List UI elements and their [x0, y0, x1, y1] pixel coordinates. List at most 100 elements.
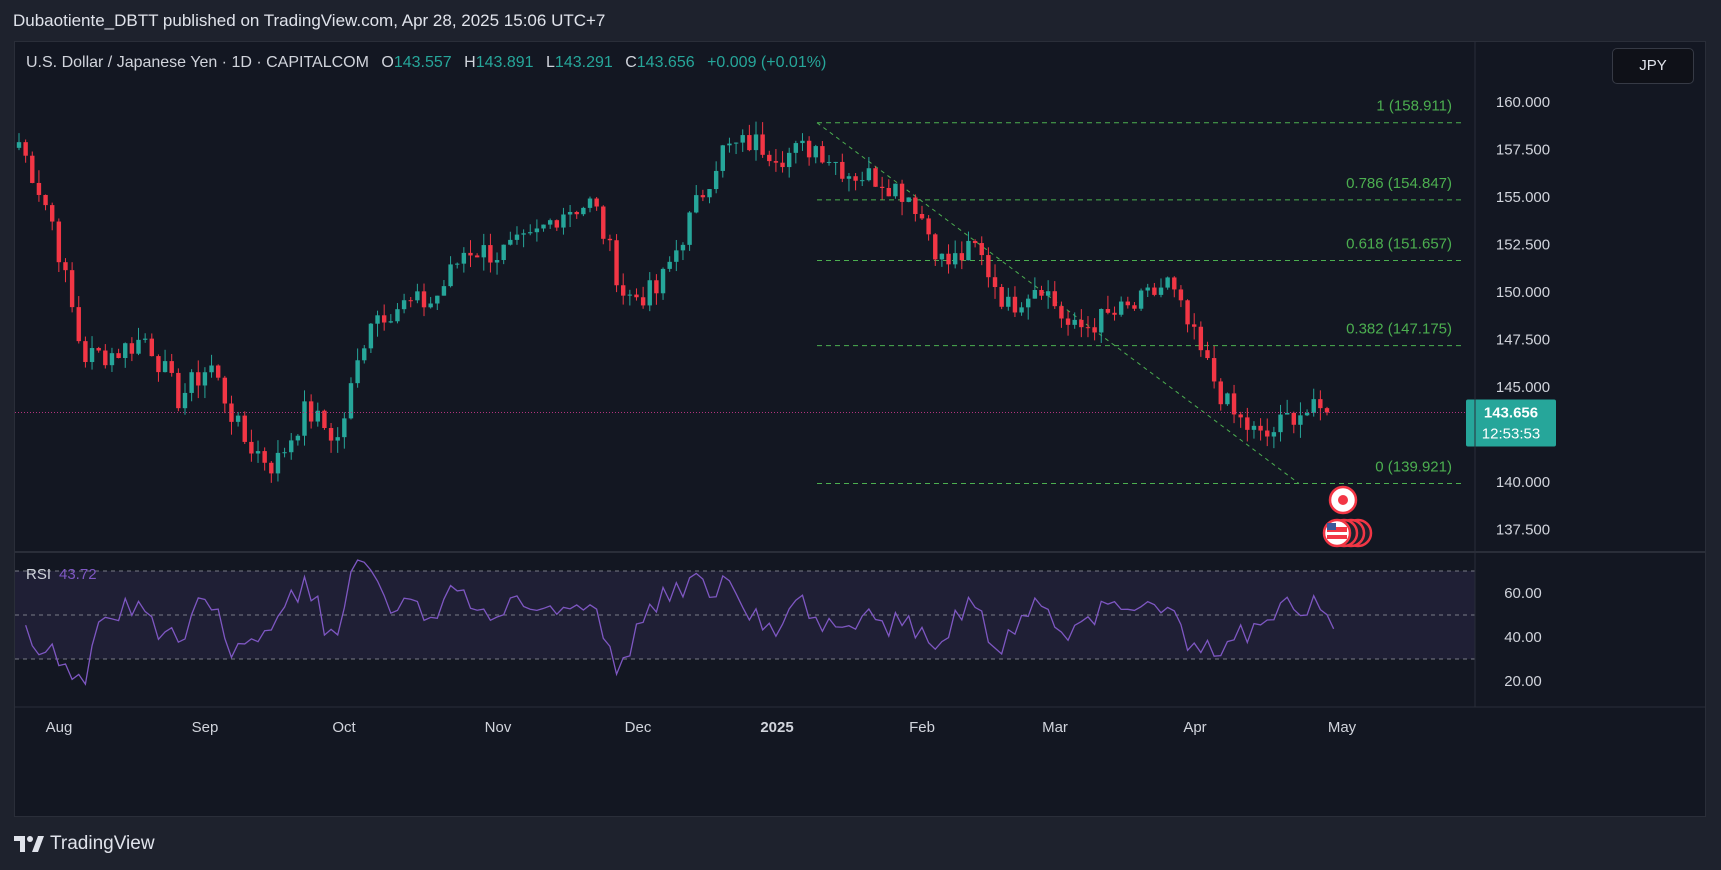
candle-down: [607, 238, 613, 241]
candle-up: [833, 161, 838, 163]
candle-up: [793, 143, 799, 153]
candle-down: [820, 146, 825, 163]
price-tick: 157.500: [1496, 142, 1550, 159]
candle-up: [1311, 399, 1316, 413]
candle-down: [972, 240, 978, 244]
candle-down: [222, 377, 228, 404]
candle-up: [202, 372, 208, 386]
candle-down: [1012, 296, 1018, 313]
candle-up: [428, 303, 433, 308]
candle-down: [992, 277, 998, 288]
candle-down: [554, 220, 560, 228]
last-price-value: 143.656: [1484, 405, 1538, 422]
price-tick: 137.500: [1496, 522, 1550, 539]
candle-up: [534, 228, 540, 233]
candle-up: [846, 176, 852, 179]
candle-down: [700, 195, 706, 198]
candle-down: [408, 300, 413, 302]
candle-up: [401, 300, 407, 310]
candle-down: [1125, 301, 1131, 306]
candle-down: [1059, 306, 1064, 319]
candle-up: [282, 452, 287, 454]
candle-down: [23, 142, 28, 156]
candle-down: [149, 338, 154, 357]
candle-down: [56, 221, 62, 263]
candle-down: [760, 134, 765, 155]
candle-up: [415, 291, 420, 301]
publish-info: Dubaotiente_DBTT published on TradingVie…: [13, 11, 606, 30]
candle-up: [1165, 277, 1170, 288]
japan-flag-icon: [1328, 485, 1358, 515]
chart-frame[interactable]: 1 (158.911) 0.786 (154.847) 0.618 (151.657…: [14, 41, 1706, 817]
candle-down: [899, 183, 905, 202]
candle-up: [713, 170, 719, 190]
candle-down: [76, 307, 81, 342]
candle-down: [116, 353, 121, 358]
fib-label: 1 (158.911): [1376, 98, 1452, 115]
time-tick: Sep: [192, 719, 219, 736]
candle-up: [694, 195, 699, 213]
candle-up: [740, 135, 745, 143]
candle-down: [1178, 289, 1184, 301]
candle-down: [1211, 358, 1217, 382]
fib-trend-line: [816, 122, 1300, 484]
candle-up: [966, 240, 971, 261]
candle-down: [959, 253, 965, 261]
candle-up: [1304, 412, 1310, 416]
candle-up: [289, 440, 294, 453]
candle-down: [634, 294, 639, 298]
candle-down: [381, 315, 387, 323]
candle-up: [455, 263, 460, 265]
candle-down: [474, 255, 480, 258]
candle-down: [103, 350, 108, 366]
candle-down: [249, 441, 254, 454]
currency-button[interactable]: JPY: [1612, 48, 1694, 84]
event-marker-dot: [1338, 495, 1348, 505]
candle-up: [1251, 425, 1257, 430]
candle-up: [674, 250, 679, 262]
price-tick: 147.500: [1496, 332, 1550, 349]
rsi-label: RSI: [26, 566, 51, 583]
candle-down: [640, 297, 646, 306]
candle-up: [720, 145, 725, 171]
candle-down: [767, 154, 772, 162]
price-tick: 145.000: [1496, 379, 1550, 396]
candle-up: [235, 415, 241, 422]
chart-canvas[interactable]: 1 (158.911) 0.786 (154.847) 0.618 (151.657…: [15, 42, 1706, 817]
candle-up: [567, 212, 573, 215]
candle-up: [16, 142, 22, 148]
candle-down: [1231, 393, 1237, 415]
candle-down: [853, 176, 858, 181]
candle-down: [169, 361, 174, 373]
candle-down: [1092, 327, 1097, 333]
candle-down: [919, 213, 925, 219]
candle-up: [1158, 287, 1164, 295]
candle-up: [1298, 415, 1303, 425]
candle-down: [1291, 412, 1297, 425]
candle-up: [581, 207, 586, 215]
candle-down: [946, 253, 951, 265]
price-tick: 155.000: [1496, 189, 1550, 206]
candle-down: [840, 161, 845, 179]
candle-up: [687, 212, 692, 245]
candle-up: [182, 392, 188, 409]
candle-down: [129, 343, 135, 354]
candle-down: [328, 428, 334, 441]
candle-up: [362, 348, 367, 361]
candle-up: [295, 435, 301, 441]
candle-down: [156, 356, 161, 373]
candle-down: [1192, 324, 1197, 327]
candle-down: [30, 155, 35, 183]
candle-up: [1072, 319, 1077, 325]
rsi-value: 43.72: [59, 566, 97, 583]
candle-up: [189, 372, 194, 393]
candle-up: [368, 323, 374, 349]
candle-up: [547, 220, 553, 225]
candle-down: [886, 187, 891, 197]
candle-up: [1099, 308, 1104, 333]
candle-up: [1118, 301, 1124, 315]
candle-up: [1225, 393, 1230, 405]
candle-down: [1318, 399, 1323, 409]
candle-up: [441, 286, 447, 296]
open-label: O: [381, 54, 394, 71]
